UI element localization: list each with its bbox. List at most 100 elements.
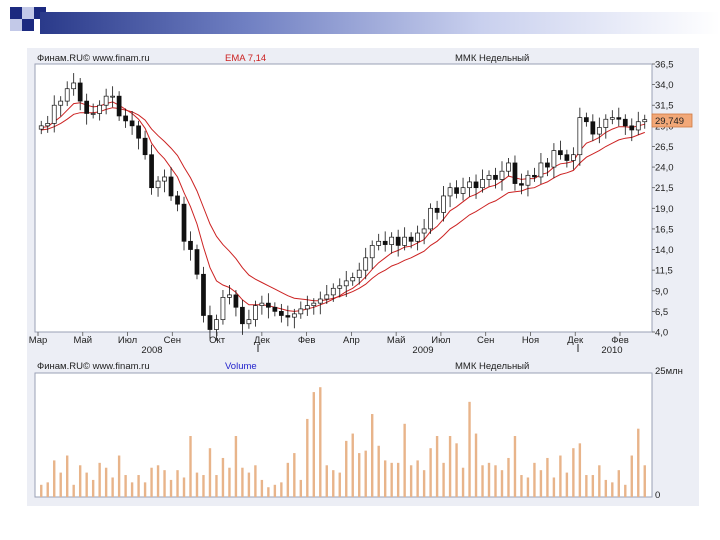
volume-bar: [474, 433, 478, 497]
volume-bar: [104, 467, 108, 497]
volume-bar: [565, 472, 569, 497]
price-series-layer: [38, 73, 648, 341]
volume-top-tick: 25млн: [655, 366, 683, 377]
candle-up: [220, 297, 226, 320]
volume-bar: [338, 472, 341, 497]
candle-down: [434, 207, 440, 213]
volume-bar: [461, 467, 465, 497]
candle-down: [629, 125, 635, 131]
volume-bar: [53, 460, 56, 497]
price-indicator-label: EMA 7,14: [225, 53, 266, 64]
candle-up: [103, 95, 109, 106]
volume-bar: [221, 457, 225, 497]
candle-up: [64, 88, 70, 102]
volume-bar: [396, 462, 400, 497]
candle-up: [363, 257, 369, 271]
slide-decoration: [0, 0, 720, 40]
volume-bar: [585, 475, 588, 497]
candle-up: [428, 207, 433, 230]
candle-up: [603, 118, 609, 128]
candle-down: [512, 162, 518, 184]
ema-fast-line: [41, 101, 645, 312]
volume-bar: [435, 436, 439, 497]
volume-bar: [403, 423, 406, 497]
volume-bar: [66, 455, 69, 497]
volume-bar: [46, 482, 49, 497]
candle-down: [201, 273, 206, 316]
y-tick-label: 14,0: [655, 245, 674, 256]
candle-up: [51, 104, 57, 124]
candle-up: [214, 319, 219, 330]
volume-bar: [533, 462, 536, 497]
volume-bar: [611, 482, 614, 497]
candle-down: [181, 203, 187, 242]
volume-bar: [332, 470, 335, 497]
candle-up: [337, 285, 343, 289]
candle-down: [207, 315, 213, 330]
x-tick-label: Май: [387, 335, 406, 346]
candle-down: [454, 187, 459, 194]
volume-bar: [624, 484, 627, 497]
y-tick-label: 34,0: [655, 80, 674, 91]
volume-bar: [91, 479, 95, 497]
y-tick-label: 24,0: [655, 163, 674, 174]
candle-up: [291, 313, 297, 318]
volume-bar: [85, 472, 88, 497]
candle-up: [506, 162, 511, 172]
volume-bar: [143, 482, 147, 497]
volume-bar: [130, 482, 134, 497]
candle-up: [162, 176, 167, 182]
x-tick-label: Июл: [118, 335, 137, 346]
volume-bar: [215, 475, 218, 497]
volume-bar: [319, 387, 322, 497]
price-ticker-label: ММК Недельный: [455, 53, 529, 64]
volume-bar: [189, 436, 192, 497]
candle-down: [149, 154, 154, 189]
volume-bar: [286, 462, 290, 497]
volume-bar: [176, 470, 179, 497]
candle-up: [441, 195, 446, 213]
candle-up: [499, 170, 505, 180]
price-plot-area: [34, 63, 653, 333]
candle-down: [142, 137, 148, 156]
candle-down: [233, 294, 239, 308]
x-tick-label: Фев: [611, 335, 629, 346]
volume-bar: [552, 477, 556, 497]
volume-bar: [617, 470, 620, 497]
candle-up: [90, 113, 96, 115]
candle-up: [259, 302, 265, 306]
volume-indicator-label: Volume: [225, 361, 257, 372]
candle-down: [473, 181, 479, 189]
volume-bar: [598, 465, 601, 497]
candle-up: [304, 305, 310, 310]
y-tick-label: 9,0: [655, 286, 668, 297]
volume-series-layer: [40, 387, 646, 497]
candle-up: [389, 236, 395, 245]
volume-bar: [520, 475, 523, 497]
volume-bar: [228, 467, 231, 497]
candle-up: [330, 287, 336, 296]
volume-bar: [637, 428, 640, 497]
candle-down: [583, 117, 589, 123]
candle-up: [642, 119, 648, 123]
ema-slow-line: [41, 107, 645, 302]
candle-up: [97, 104, 103, 114]
volume-bar: [559, 455, 562, 497]
candle-up: [415, 232, 420, 242]
candle-down: [408, 236, 414, 242]
volume-bar: [78, 465, 82, 497]
volume-bar: [306, 418, 309, 497]
candle-up: [467, 181, 472, 189]
volume-bar: [241, 467, 244, 497]
y-tick-label: 19,0: [655, 204, 674, 215]
volume-bar: [293, 453, 296, 497]
volume-bar: [325, 465, 328, 497]
candle-up: [343, 280, 349, 287]
candle-up: [227, 294, 232, 298]
candle-up: [609, 117, 615, 120]
candle-up: [486, 174, 492, 180]
x-year-label: 2009: [412, 345, 433, 356]
volume-bar: [513, 436, 517, 497]
candle-up: [571, 154, 576, 161]
volume-bar: [448, 436, 452, 497]
